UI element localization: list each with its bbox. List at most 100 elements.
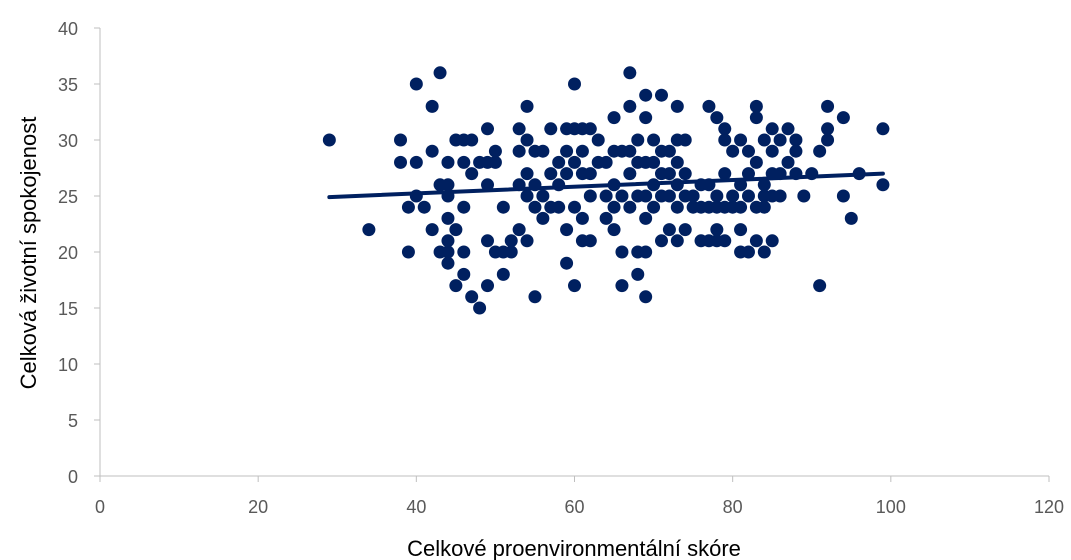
data-point xyxy=(607,200,621,214)
data-point xyxy=(844,211,858,225)
data-point xyxy=(425,223,439,237)
data-point xyxy=(481,178,495,192)
data-point xyxy=(749,99,763,113)
data-point xyxy=(528,290,542,304)
y-tick-label: 20 xyxy=(58,243,78,263)
data-point xyxy=(607,111,621,125)
data-point xyxy=(599,155,613,169)
data-point xyxy=(488,155,502,169)
data-point xyxy=(670,200,684,214)
data-point xyxy=(734,223,748,237)
data-point xyxy=(512,223,526,237)
data-point xyxy=(536,189,550,203)
data-point xyxy=(512,122,526,136)
data-point xyxy=(512,144,526,158)
data-point xyxy=(465,167,479,181)
x-axis-title: Celkové proenvironmentální skóre xyxy=(407,536,741,560)
data-point xyxy=(654,88,668,102)
data-point xyxy=(797,189,811,203)
data-point xyxy=(583,167,597,181)
y-tick-label: 25 xyxy=(58,187,78,207)
data-point xyxy=(583,189,597,203)
data-point xyxy=(496,200,510,214)
data-point xyxy=(876,122,890,136)
data-point xyxy=(662,189,676,203)
data-point xyxy=(702,99,716,113)
data-point xyxy=(718,234,732,248)
tick-labels-layer: 0 20 40 60 80 100 120 0 5 10 15 20 25 30 35 40 xyxy=(58,19,1064,517)
y-tick-label: 5 xyxy=(68,411,78,431)
data-point xyxy=(662,144,676,158)
x-tick-label: 60 xyxy=(564,497,584,517)
data-point xyxy=(765,234,779,248)
data-point xyxy=(639,88,653,102)
data-point xyxy=(409,77,423,91)
data-point xyxy=(568,200,581,214)
data-point xyxy=(821,122,835,136)
data-point xyxy=(504,245,518,259)
data-point xyxy=(623,144,637,158)
data-point xyxy=(544,167,558,181)
trendline xyxy=(327,171,885,200)
data-point xyxy=(781,122,795,136)
data-point xyxy=(678,167,692,181)
data-point xyxy=(457,155,471,169)
data-point xyxy=(639,189,653,203)
data-point xyxy=(465,290,479,304)
data-point xyxy=(481,122,495,136)
data-point xyxy=(670,234,684,248)
data-point xyxy=(726,189,740,203)
data-point xyxy=(662,167,676,181)
data-point xyxy=(757,245,771,259)
data-point xyxy=(631,267,645,281)
data-point xyxy=(670,99,684,113)
data-point xyxy=(536,211,550,225)
data-point xyxy=(520,167,534,181)
data-point xyxy=(757,133,771,147)
y-tick-label: 40 xyxy=(58,19,78,39)
data-point xyxy=(607,223,621,237)
data-point xyxy=(836,189,850,203)
x-tick-label: 20 xyxy=(248,497,268,517)
data-point xyxy=(528,200,542,214)
data-point xyxy=(757,200,771,214)
data-point xyxy=(615,245,629,259)
data-point xyxy=(670,155,684,169)
data-point xyxy=(552,155,566,169)
data-point xyxy=(560,167,574,181)
y-tick-label: 10 xyxy=(58,355,78,375)
data-point xyxy=(473,301,487,315)
x-tick-label: 120 xyxy=(1034,497,1064,517)
data-point xyxy=(631,133,645,147)
data-point xyxy=(457,200,471,214)
data-point xyxy=(575,211,589,225)
data-point xyxy=(520,99,534,113)
data-point xyxy=(718,133,732,147)
data-point xyxy=(623,66,637,80)
data-point xyxy=(560,144,574,158)
data-point xyxy=(741,167,755,181)
y-axis-title: Celková životní spokojenost xyxy=(16,117,41,390)
data-point xyxy=(496,267,510,281)
data-point xyxy=(481,234,495,248)
data-point xyxy=(789,144,803,158)
data-point xyxy=(465,133,479,147)
data-point xyxy=(623,167,637,181)
data-point xyxy=(449,223,463,237)
data-point xyxy=(749,155,763,169)
data-point xyxy=(654,234,668,248)
data-point xyxy=(583,234,597,248)
data-point xyxy=(449,279,463,293)
data-point xyxy=(710,111,724,125)
data-point xyxy=(457,267,471,281)
data-point xyxy=(560,223,574,237)
x-tick-label: 40 xyxy=(406,497,426,517)
data-point xyxy=(749,234,763,248)
data-point xyxy=(417,200,431,214)
axes-layer xyxy=(94,27,1050,482)
x-tick-label: 0 xyxy=(95,497,105,517)
data-point xyxy=(583,122,597,136)
data-point xyxy=(749,111,763,125)
